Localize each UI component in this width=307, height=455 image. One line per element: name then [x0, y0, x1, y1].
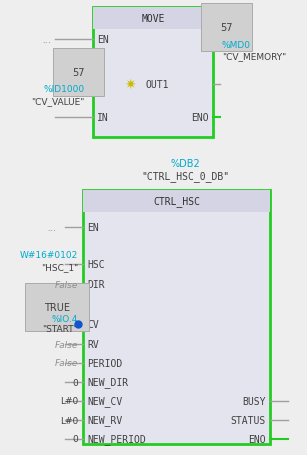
Text: 57: 57 [72, 68, 85, 78]
Text: MOVE: MOVE [141, 14, 165, 24]
Text: False: False [55, 340, 78, 349]
Bar [93, 8, 213, 138]
Text: ...: ... [43, 35, 52, 45]
Text: "HSC_1": "HSC_1" [41, 263, 78, 272]
Text: %MD0: %MD0 [222, 40, 251, 50]
Bar [83, 191, 270, 444]
Bar [83, 191, 270, 212]
Text: 0: 0 [72, 378, 78, 387]
Text: L#0: L#0 [60, 397, 78, 405]
Text: OUT1: OUT1 [146, 80, 169, 90]
Text: ENO: ENO [191, 113, 209, 123]
Text: PERIOD: PERIOD [87, 358, 122, 368]
Text: L#0: L#0 [60, 415, 78, 425]
Text: NEW_PERIOD: NEW_PERIOD [87, 434, 146, 445]
Text: RV: RV [87, 339, 99, 349]
Text: CTRL_HSC: CTRL_HSC [153, 196, 200, 207]
Bar [93, 8, 213, 30]
Text: NEW_RV: NEW_RV [87, 415, 122, 425]
Text: IN: IN [97, 113, 109, 123]
Text: W#16#0102: W#16#0102 [20, 250, 78, 259]
Text: DIR: DIR [87, 279, 105, 289]
Text: NEW_DIR: NEW_DIR [87, 377, 128, 388]
Text: CV: CV [87, 319, 99, 329]
Text: ✷: ✷ [124, 78, 136, 92]
Text: "CV_VALUE": "CV_VALUE" [32, 97, 85, 106]
Text: EN: EN [97, 35, 109, 45]
Text: NEW_CV: NEW_CV [87, 396, 122, 407]
Text: STATUS: STATUS [231, 415, 266, 425]
Text: False: False [55, 359, 78, 368]
Text: %ID1000: %ID1000 [44, 84, 85, 93]
Text: ...: ... [48, 222, 57, 233]
Text: %IO.4: %IO.4 [52, 314, 78, 323]
Text: 57: 57 [220, 23, 232, 33]
Text: False: False [55, 280, 78, 289]
Text: %DB2: %DB2 [170, 159, 200, 169]
Text: ENO: ENO [248, 434, 266, 444]
Text: "CV_MEMORY": "CV_MEMORY" [222, 52, 286, 61]
Text: TRUE: TRUE [44, 302, 70, 312]
Text: "CTRL_HSC_0_DB": "CTRL_HSC_0_DB" [141, 171, 229, 182]
Text: 0: 0 [72, 435, 78, 444]
Text: EN: EN [87, 222, 99, 233]
Text: HSC: HSC [87, 259, 105, 269]
Text: BUSY: BUSY [243, 396, 266, 406]
Text: "START": "START" [42, 325, 78, 334]
